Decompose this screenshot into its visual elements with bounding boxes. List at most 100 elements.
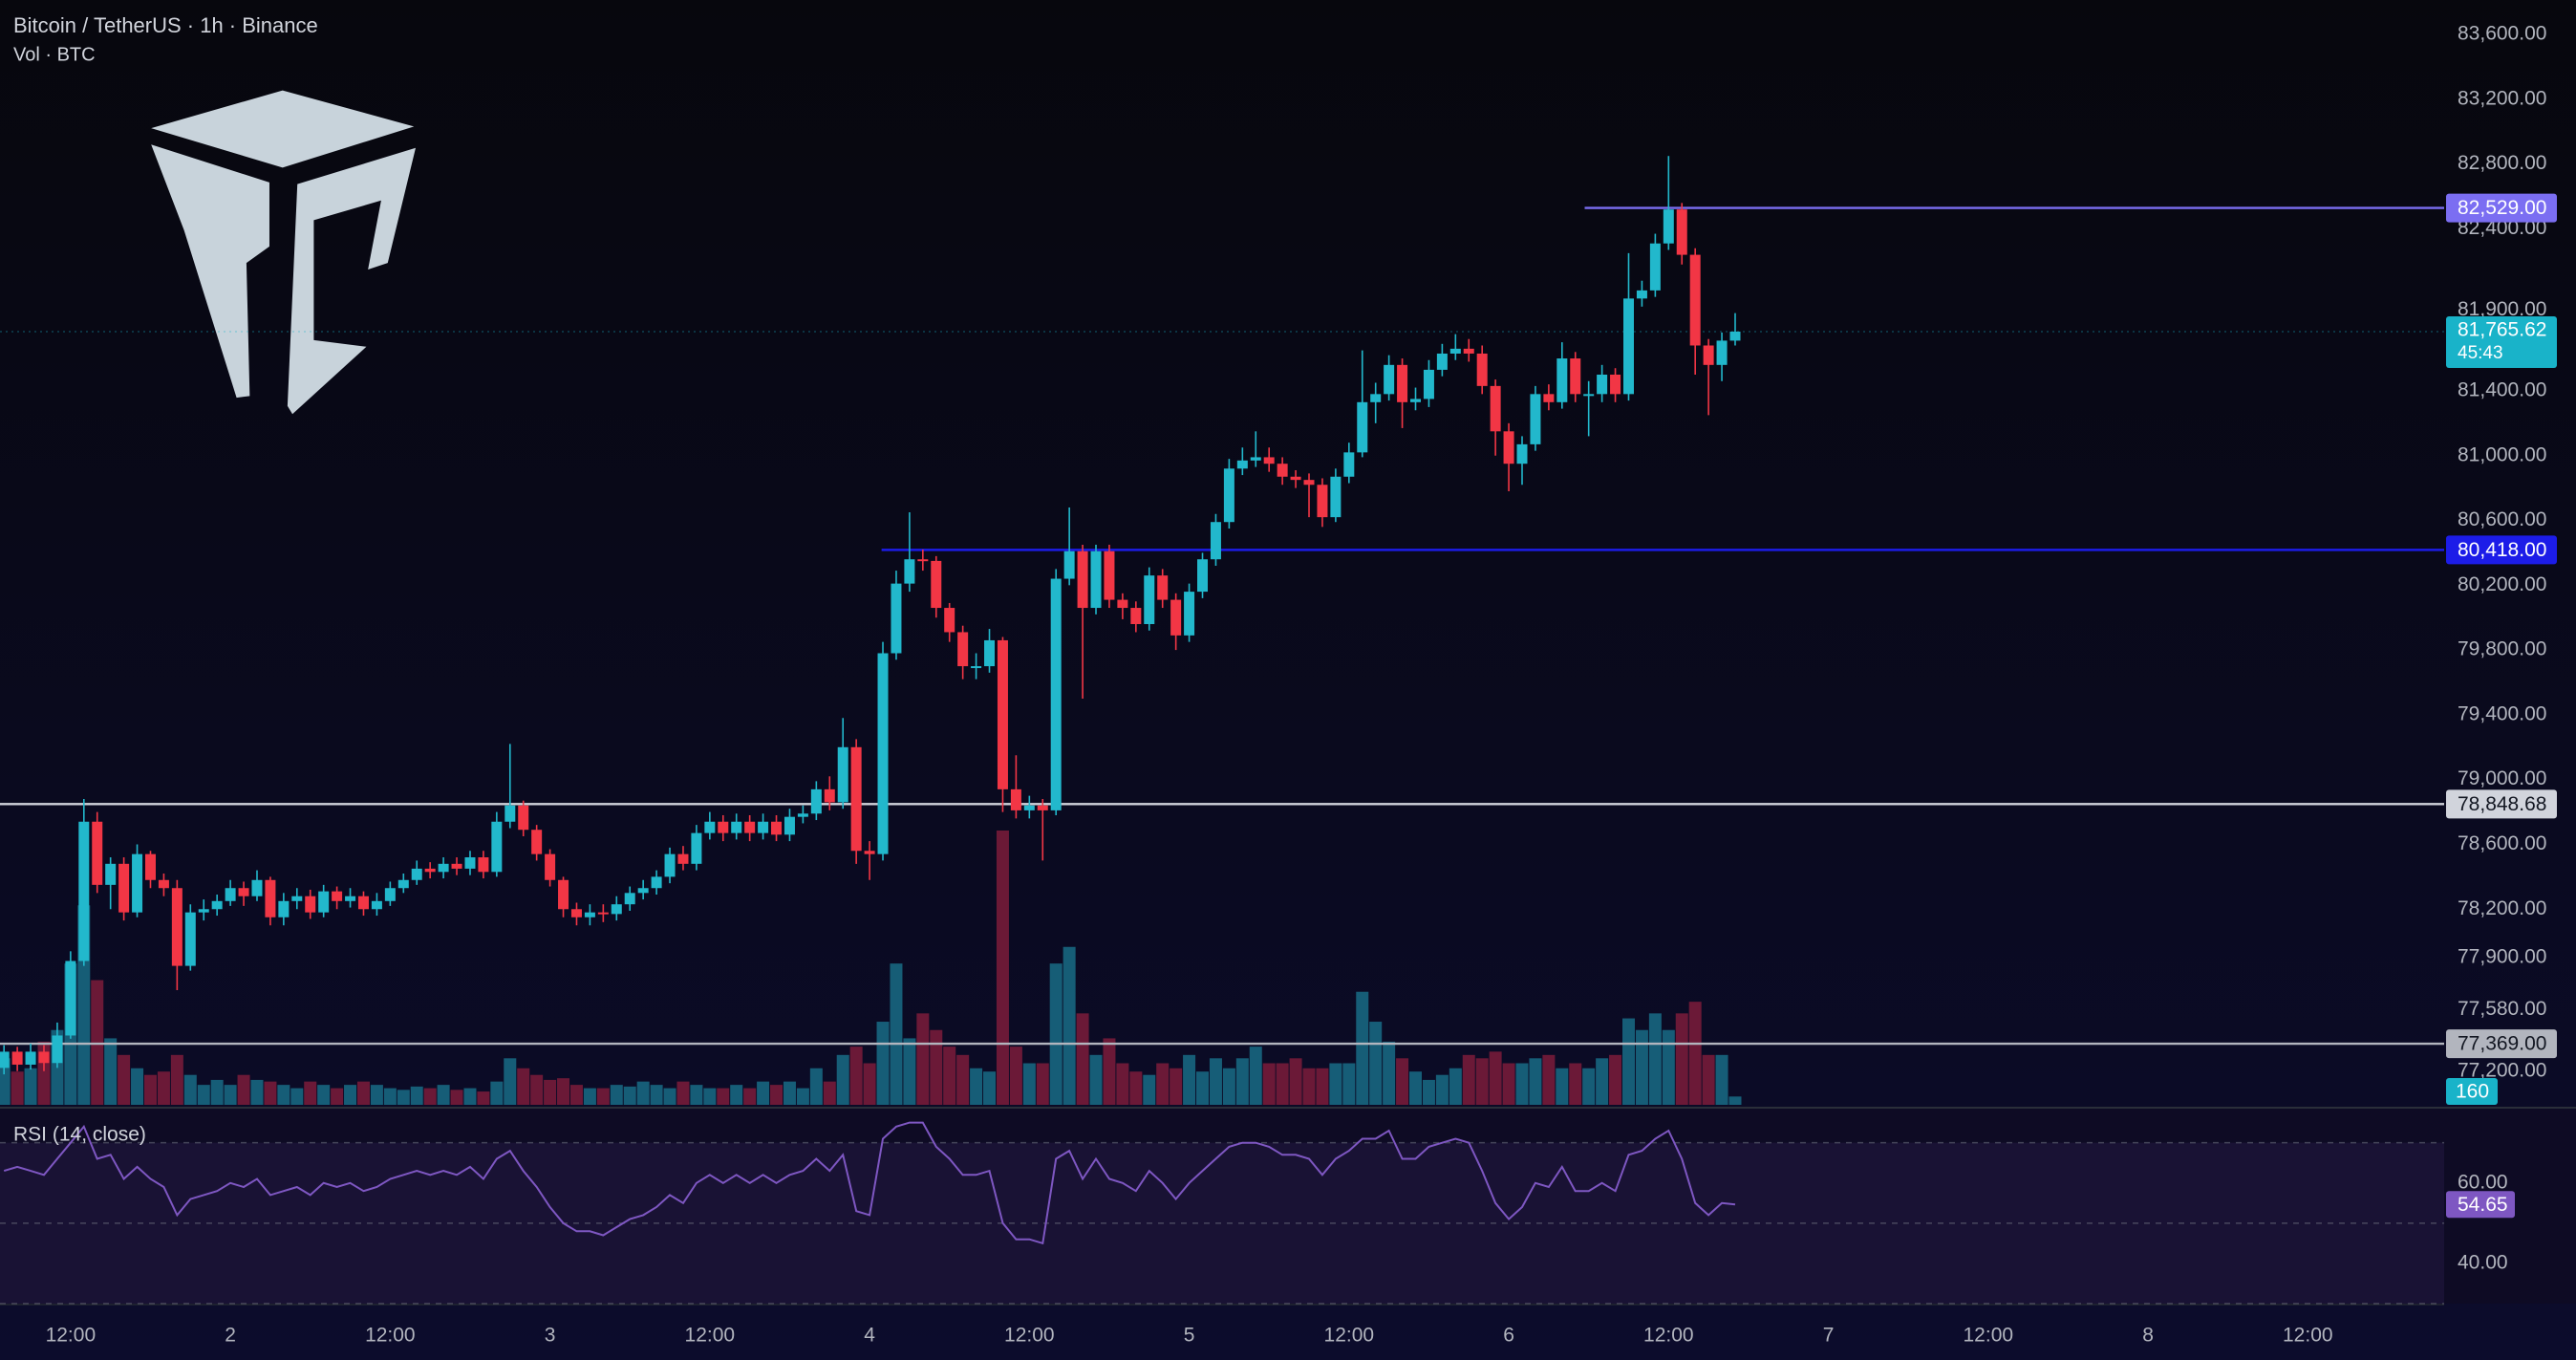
last-price-label: 81,765.62 xyxy=(2458,319,2546,341)
volume-bar xyxy=(1329,1063,1342,1105)
x-tick-label: 12:00 xyxy=(2283,1325,2333,1347)
y-tick-label: 83,600.00 xyxy=(2458,23,2546,45)
volume-bar xyxy=(1356,991,1369,1105)
volume-bar xyxy=(1688,1002,1702,1105)
volume-bar xyxy=(331,1088,344,1105)
volume-bar xyxy=(663,1088,676,1105)
volume-bar xyxy=(1569,1063,1582,1105)
candle-body xyxy=(291,896,303,901)
candle-body xyxy=(624,893,635,905)
x-tick-label: 12:00 xyxy=(1004,1325,1055,1347)
volume-bar xyxy=(157,1071,170,1105)
volume-bar xyxy=(1596,1058,1609,1105)
volume-bar xyxy=(610,1085,623,1105)
candle-body xyxy=(731,821,742,833)
volume-bar xyxy=(11,1071,24,1105)
volume-bar xyxy=(1515,1063,1529,1105)
volume-bar xyxy=(423,1088,437,1105)
y-tick-label: 77,200.00 xyxy=(2458,1059,2546,1081)
volume-bar xyxy=(650,1085,663,1105)
candle-body xyxy=(877,653,889,854)
volume-bar xyxy=(717,1088,730,1105)
volume-bar xyxy=(1662,1029,1675,1105)
volume-bar xyxy=(1170,1068,1183,1105)
candle-body xyxy=(25,1051,36,1065)
volume-bar xyxy=(623,1086,636,1105)
volume-bar xyxy=(1702,1054,1715,1105)
rsi-tick-label: 40.00 xyxy=(2458,1251,2508,1273)
volume-bar xyxy=(809,1068,823,1105)
candle-body xyxy=(78,821,90,961)
candle-body xyxy=(478,857,489,873)
candle-body xyxy=(1676,209,1687,255)
volume-bar xyxy=(1222,1068,1235,1105)
volume-bar xyxy=(104,1038,118,1105)
candle-body xyxy=(1476,353,1488,386)
candle-body xyxy=(464,857,476,869)
volume-bar xyxy=(1396,1058,1409,1105)
y-tick-label: 77,580.00 xyxy=(2458,998,2546,1020)
candle-body xyxy=(1622,298,1634,395)
candle-body xyxy=(1716,340,1728,365)
price-line-label-box xyxy=(2446,789,2557,819)
candle-body xyxy=(1250,457,1261,461)
volume-bar xyxy=(1529,1058,1542,1105)
candle-body xyxy=(371,900,382,910)
price-line-label-box xyxy=(2446,535,2557,565)
candle-body xyxy=(1583,394,1595,397)
candle-body xyxy=(1303,480,1315,486)
candle-body xyxy=(171,888,182,966)
candle-body xyxy=(691,832,702,864)
volume-bar xyxy=(1556,1068,1569,1105)
volume-bar xyxy=(1009,1047,1022,1105)
volume-bar xyxy=(596,1088,610,1105)
candle-body xyxy=(1689,254,1701,346)
candle-body xyxy=(797,813,808,817)
candle-body xyxy=(384,888,396,901)
x-tick-label: 6 xyxy=(1503,1325,1514,1347)
volume-bar xyxy=(1316,1068,1329,1105)
logo xyxy=(151,90,417,415)
volume-bar xyxy=(544,1079,557,1105)
volume-bar xyxy=(91,980,104,1105)
volume-bar xyxy=(1262,1063,1276,1105)
volume-bar xyxy=(477,1091,490,1105)
candle-body xyxy=(1357,401,1368,453)
volume-bar xyxy=(730,1085,743,1105)
volume-bar xyxy=(1143,1074,1156,1105)
candle-body xyxy=(144,853,156,880)
candle-body xyxy=(1144,575,1155,624)
y-tick-label: 81,900.00 xyxy=(2458,298,2546,320)
x-tick-label: 12:00 xyxy=(365,1325,416,1347)
candle-body xyxy=(824,788,835,803)
price-line-label-box xyxy=(2446,193,2557,223)
volume-bar xyxy=(757,1081,770,1105)
volume-bar xyxy=(463,1088,477,1105)
y-tick-label: 78,600.00 xyxy=(2458,832,2546,854)
logo-left xyxy=(151,144,269,399)
candle-body xyxy=(65,961,76,1036)
candle-body xyxy=(664,853,676,877)
last-price-box xyxy=(2446,315,2557,368)
candle-body xyxy=(1157,575,1169,600)
candle-body xyxy=(424,868,436,873)
volume-bar xyxy=(304,1081,317,1105)
candle-body xyxy=(1063,550,1075,579)
candle-body xyxy=(758,821,769,833)
price-lines-layer xyxy=(0,206,2444,1046)
y-tick-label: 81,000.00 xyxy=(2458,443,2546,465)
volume-label: 160 xyxy=(2456,1081,2489,1103)
y-tick-label: 78,200.00 xyxy=(2458,897,2546,919)
candle-body xyxy=(345,896,356,901)
candle-body xyxy=(318,891,330,913)
candle-body xyxy=(1423,369,1434,399)
candle-body xyxy=(438,863,449,873)
volume-bar xyxy=(583,1088,596,1105)
candle-body xyxy=(92,821,103,885)
candle-body xyxy=(397,879,409,889)
x-tick-label: 4 xyxy=(864,1325,875,1347)
candle-body xyxy=(1263,457,1275,464)
volume-bar xyxy=(504,1058,517,1105)
volume-bar xyxy=(264,1081,277,1105)
